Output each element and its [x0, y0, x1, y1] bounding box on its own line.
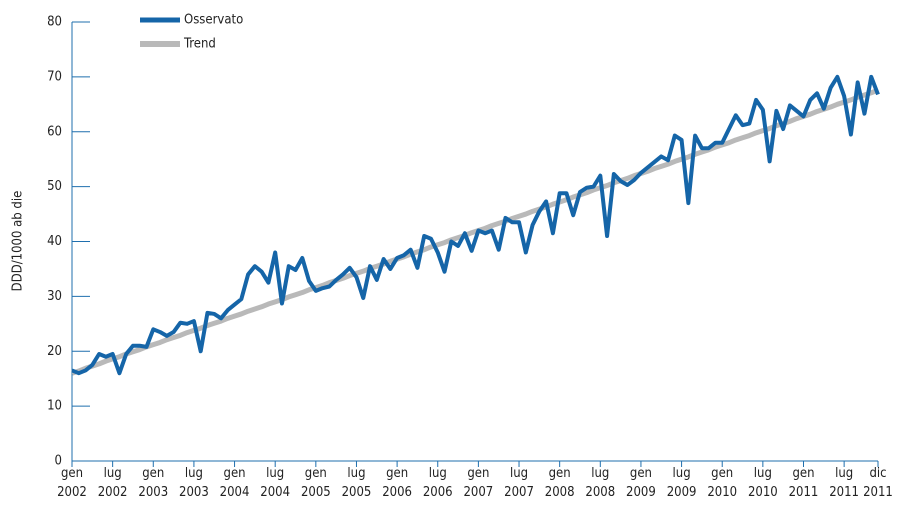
x-tick-label: lug 2009: [666, 466, 697, 500]
x-tick-label: gen 2002: [57, 466, 87, 500]
series-line: [71, 87, 879, 376]
x-tick-label: gen 2007: [463, 466, 494, 500]
x-tick-label: gen 2011: [788, 466, 819, 500]
x-tick-label: gen 2003: [138, 466, 169, 500]
y-tick-label: 80: [47, 15, 62, 30]
x-tick-label: lug 2007: [504, 466, 534, 500]
x-tick-label: lug 2002: [97, 466, 128, 500]
y-tick-label: 70: [47, 69, 62, 84]
x-tick-label: gen 2006: [382, 466, 412, 500]
x-tick-label: gen 2010: [707, 466, 738, 500]
x-tick-label: lug 2005: [341, 466, 372, 500]
y-tick-label: 10: [47, 399, 62, 414]
x-tick-label: lug 2004: [260, 466, 291, 500]
y-tick-label: 40: [47, 234, 62, 249]
y-tick-label: 20: [47, 344, 62, 359]
y-tick-label: 60: [47, 124, 62, 139]
x-tick-label: lug 2011: [829, 466, 859, 500]
x-tick-label: lug 2003: [179, 466, 209, 500]
x-tick-label: lug 2008: [585, 466, 616, 500]
legend-label: Osservato: [184, 13, 243, 28]
y-tick-label: 30: [47, 289, 62, 304]
y-axis-label: DDD/1000 ab die: [11, 191, 26, 292]
x-tick-label: gen 2009: [626, 466, 656, 500]
x-tick-label: gen 2008: [544, 466, 575, 500]
y-tick-label: 0: [55, 454, 62, 469]
y-tick-label: 50: [47, 179, 62, 194]
x-tick-label: gen 2005: [300, 466, 331, 500]
x-tick-label: gen 2004: [219, 466, 250, 500]
x-tick-label: dic 2011: [863, 466, 893, 500]
x-tick-label: lug 2010: [747, 466, 778, 500]
x-tick-label: lug 2006: [422, 466, 453, 500]
series-line: [71, 74, 880, 376]
legend-label: Trend: [183, 37, 216, 52]
